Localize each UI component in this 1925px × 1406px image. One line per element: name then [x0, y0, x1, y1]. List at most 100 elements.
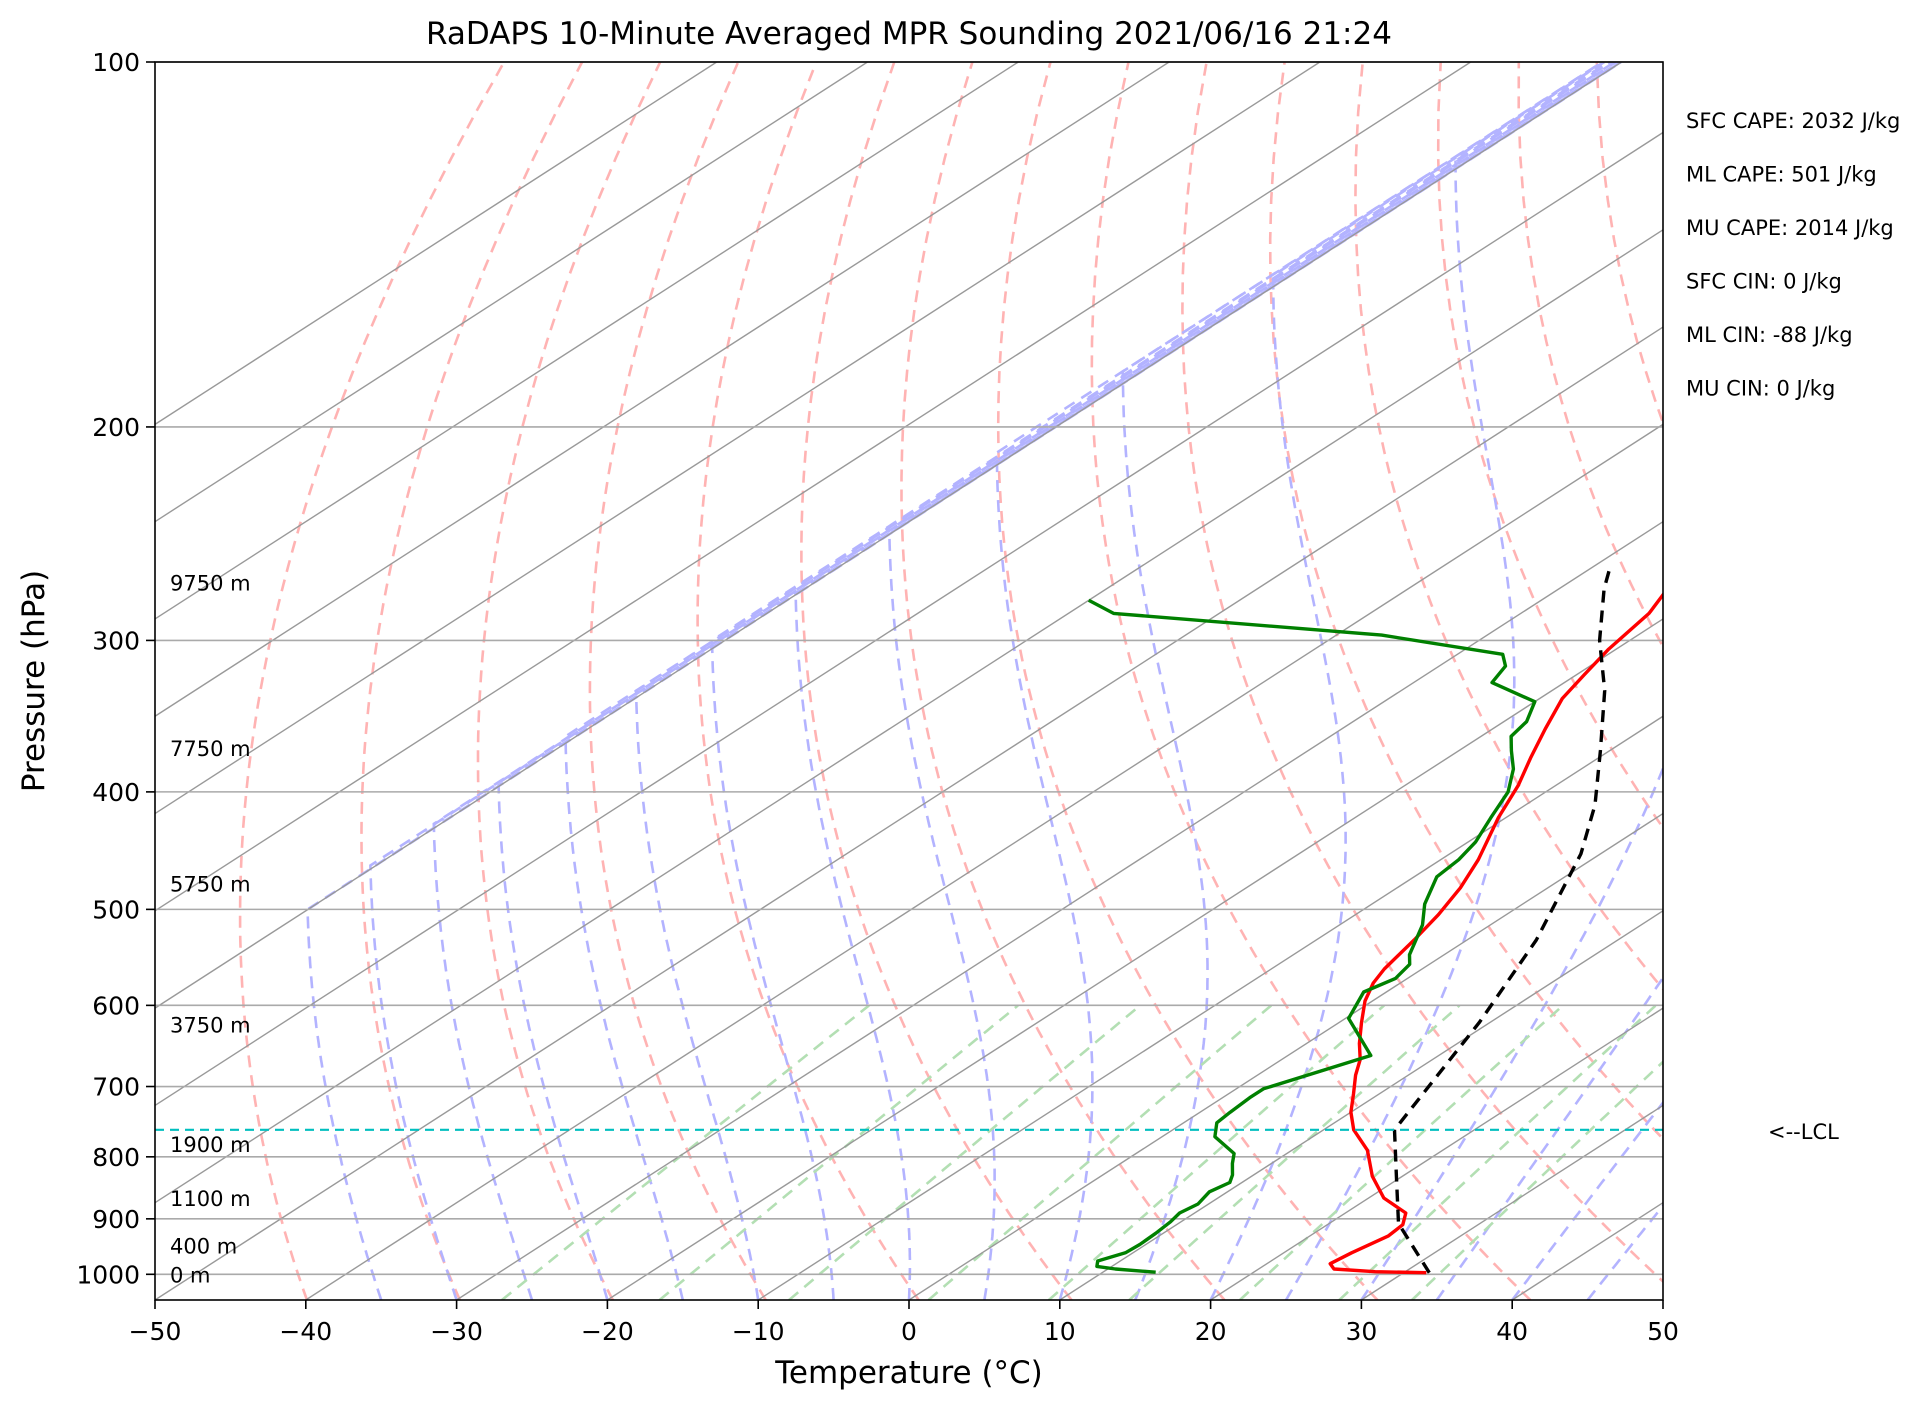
mixing-ratio-line [658, 1004, 1019, 1300]
isotherm [456, 520, 1663, 1300]
height-label: 3750 m [170, 1014, 251, 1038]
moist-adiabat [497, 62, 1621, 1300]
isotherm [155, 62, 1321, 815]
mixing-ratio-line [788, 1004, 1142, 1300]
dry-adiabat [1595, 62, 1663, 427]
isotherm [757, 715, 1663, 1300]
isotherm [155, 62, 1622, 1009]
index-text: MU CIN: 0 J/kg [1686, 377, 1835, 401]
isotherm [1662, 1299, 1663, 1300]
isotherm [1059, 910, 1663, 1300]
moist-adiabat [1360, 764, 1663, 1300]
moist-adiabat [794, 62, 1622, 1300]
y-tick-label: 600 [92, 991, 140, 1020]
x-tick-label: −50 [129, 1317, 182, 1346]
stability-indices: SFC CAPE: 2032 J/kg ML CAPE: 501 J/kg MU C… [1686, 109, 1900, 401]
y-tick-label: 1000 [76, 1260, 140, 1289]
height-label: 400 m [170, 1234, 237, 1258]
isotherm [155, 62, 1019, 620]
isotherm [155, 131, 1663, 1107]
dry-adiabat [996, 62, 1379, 1300]
y-axis: 100 200 300 400 500 600 700 800 900 1000 [76, 48, 155, 1289]
chart-title: RaDAPS 10-Minute Averaged MPR Sounding 2… [426, 16, 1392, 52]
dry-adiabat [900, 62, 1226, 1300]
moist-adiabat [634, 62, 1612, 1300]
dry-adiabat [1436, 62, 1663, 830]
isotherm [1210, 1007, 1663, 1300]
lcl-marker: <--LCL [155, 1120, 1839, 1144]
mixing-ratio-line [1411, 1060, 1663, 1300]
y-tick-label: 300 [92, 626, 140, 655]
x-tick-label: 40 [1496, 1317, 1528, 1346]
isotherm [155, 228, 1663, 1204]
mixing-ratio-line [501, 1004, 870, 1300]
index-text: SFC CAPE: 2032 J/kg [1686, 109, 1900, 133]
y-tick-label: 700 [92, 1073, 140, 1102]
dry-adiabat [1268, 62, 1663, 1141]
moist-adiabat [1511, 1100, 1663, 1300]
dry-adiabat [238, 62, 506, 1300]
mixing-ratio-line [1128, 1004, 1461, 1300]
y-tick-label: 100 [92, 48, 140, 77]
parcel-path-line [1392, 570, 1611, 1274]
y-tick-label: 400 [92, 778, 140, 807]
height-label: 5750 m [170, 873, 251, 897]
height-label: 0 m [170, 1263, 211, 1287]
dry-adiabat [476, 62, 662, 1300]
x-tick-label: 10 [1044, 1317, 1076, 1346]
isotherm [155, 62, 1170, 718]
plot-frame [154, 61, 1664, 1301]
isotherm [908, 812, 1663, 1300]
y-tick-label: 900 [92, 1205, 140, 1234]
dewpoint-line [1087, 598, 1537, 1274]
sounding-series [1087, 570, 1663, 1275]
dry-adiabat [1090, 62, 1532, 1300]
lcl-label: <--LCL [1768, 1120, 1839, 1144]
x-tick-label: 50 [1647, 1317, 1679, 1346]
mixing-ratio-line [1239, 1004, 1564, 1300]
isotherm [305, 423, 1663, 1300]
mixing-ratio-line [1047, 1004, 1386, 1300]
dry-adiabat [1354, 62, 1663, 991]
x-tick-label: 0 [901, 1317, 917, 1346]
dry-adiabat [1909, 62, 1925, 1300]
moist-adiabat [1284, 62, 1606, 1300]
x-tick-label: −10 [732, 1317, 785, 1346]
x-axis: −50 −40 −30 −20 −10 0 10 20 30 40 50 [129, 1300, 1679, 1346]
dry-adiabat [588, 62, 767, 1300]
isotherm [155, 62, 868, 523]
x-tick-label: 20 [1195, 1317, 1227, 1346]
y-tick-label: 800 [92, 1143, 140, 1172]
moist-adiabat [1121, 62, 1604, 1300]
y-axis-label: Pressure (hPa) [16, 570, 52, 792]
y-tick-label: 500 [92, 895, 140, 924]
x-tick-label: −40 [279, 1317, 332, 1346]
x-tick-label: 30 [1345, 1317, 1377, 1346]
background-lines [155, 62, 1925, 1300]
dry-adiabat [1753, 62, 1925, 1300]
height-label: 1900 m [170, 1133, 251, 1157]
moist-adiabat [995, 62, 1604, 1300]
y-tick-label: 200 [92, 413, 140, 442]
x-axis-label: Temperature (°C) [774, 1355, 1043, 1391]
dry-adiabat [696, 62, 920, 1300]
index-text: ML CAPE: 501 J/kg [1686, 163, 1877, 187]
x-tick-label: −20 [581, 1317, 634, 1346]
dry-adiabat [1831, 62, 1925, 1300]
index-text: SFC CIN: 0 J/kg [1686, 270, 1842, 294]
height-label: 9750 m [170, 572, 251, 596]
isotherm [607, 618, 1663, 1300]
x-tick-label: −30 [430, 1317, 483, 1346]
isotherm [155, 62, 1472, 912]
index-text: ML CIN: -88 J/kg [1686, 323, 1853, 347]
moist-adiabat [1435, 975, 1663, 1300]
height-label: 7750 m [170, 737, 251, 761]
dry-adiabat [360, 62, 584, 1300]
moist-adiabat [369, 62, 1617, 1300]
moist-adiabat [888, 62, 1622, 1300]
index-text: MU CAPE: 2014 J/kg [1686, 216, 1894, 240]
height-label: 1100 m [170, 1187, 251, 1211]
moist-adiabat [1209, 62, 1605, 1300]
height-labels: 9750 m 7750 m 5750 m 3750 m 1900 m 1100 m 400 … [170, 572, 251, 1288]
